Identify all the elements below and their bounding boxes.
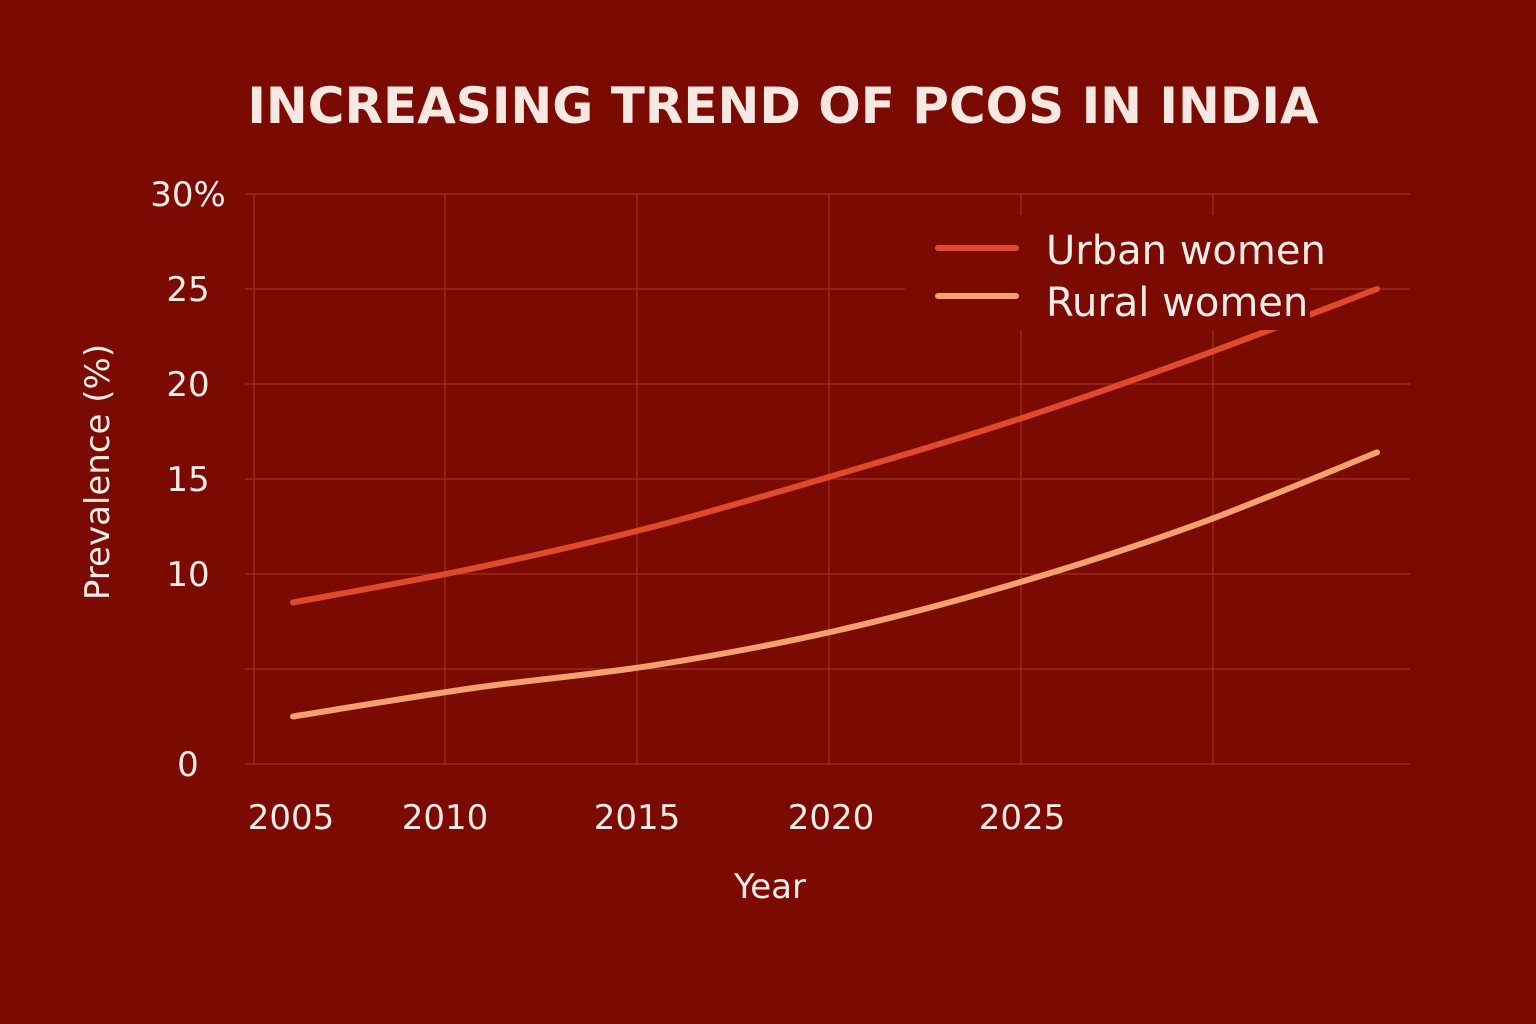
y-tick-label: 30%: [150, 175, 226, 215]
series-line-rural: [290, 449, 1380, 720]
legend: Urban women Rural women: [905, 215, 1326, 330]
legend-label-urban: Urban women: [1046, 228, 1326, 274]
y-tick-label: 10: [166, 555, 209, 595]
y-tick-label: 0: [177, 745, 199, 785]
legend-background: [905, 215, 1310, 330]
x-tick-label: 2020: [788, 798, 875, 838]
series-lines: [290, 286, 1380, 720]
y-tick-label: 15: [166, 460, 209, 500]
x-axis-ticks: 2005 2010 2015 2020 2025: [248, 798, 1066, 838]
y-axis-ticks: 0 10 15 20 25 30%: [150, 175, 226, 785]
y-tick-label: 20: [166, 365, 209, 405]
legend-label-rural: Rural women: [1046, 280, 1308, 326]
x-tick-label: 2015: [594, 798, 681, 838]
y-axis-title: Prevalence (%): [78, 344, 118, 600]
x-axis-title: Year: [733, 867, 806, 907]
x-tick-label: 2005: [248, 798, 335, 838]
x-tick-label: 2010: [402, 798, 489, 838]
x-tick-label: 2025: [979, 798, 1066, 838]
chart-title: INCREASING TREND OF PCOS IN INDIA: [247, 77, 1319, 135]
series-line-urban: [290, 286, 1380, 606]
y-tick-label: 25: [166, 270, 209, 310]
